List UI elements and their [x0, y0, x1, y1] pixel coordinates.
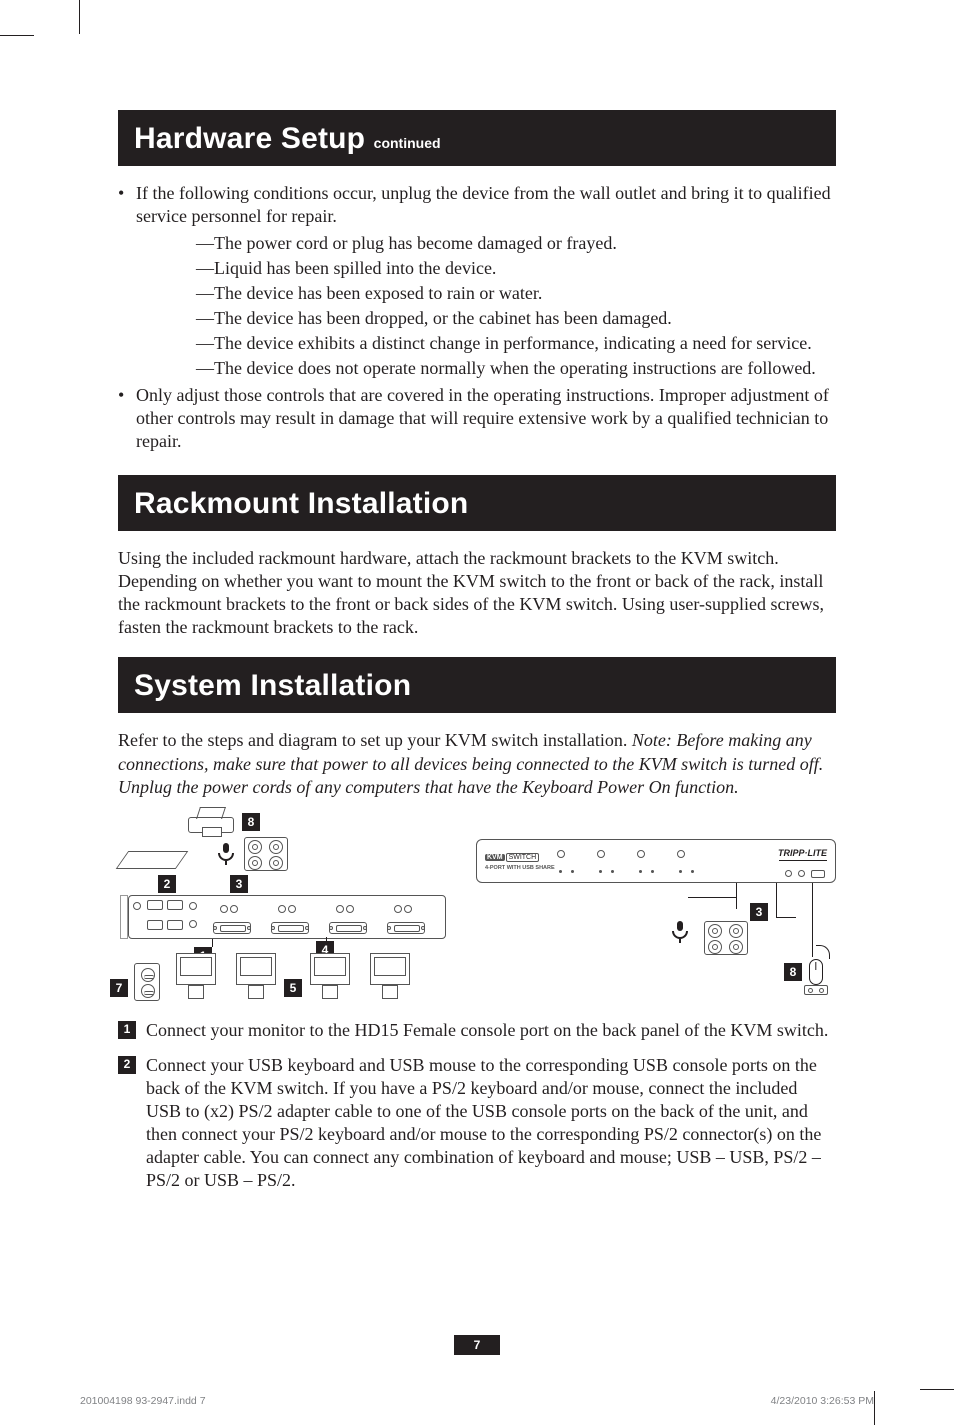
- dash-text: The device exhibits a distinct change in…: [214, 332, 836, 355]
- diagram-left: 8 2 3: [118, 807, 458, 1003]
- rackmount-body: Using the included rackmount hardware, a…: [118, 547, 836, 639]
- dash-list: —The power cord or plug has become damag…: [196, 232, 836, 380]
- bullet-item: • Only adjust those controls that are co…: [118, 384, 836, 453]
- callout-5: 5: [284, 979, 302, 997]
- bullet-marker: •: [118, 384, 136, 453]
- section-title: System Installation: [134, 669, 411, 702]
- bullet-item: • If the following conditions occur, unp…: [118, 182, 836, 228]
- monitor-icon: [310, 953, 350, 985]
- mouse-cord: [816, 945, 830, 959]
- callout-line: [776, 883, 777, 917]
- dash-item: —The device has been exposed to rain or …: [196, 282, 836, 305]
- microphone-icon: [672, 921, 688, 943]
- footer-right: 4/23/2010 3:26:53 PM: [771, 1395, 874, 1407]
- bullet-text: Only adjust those controls that are cove…: [136, 384, 836, 453]
- dash-text: The device does not operate normally whe…: [214, 357, 836, 380]
- power-adapter-icon: [134, 963, 160, 1001]
- step-2: 2 Connect your USB keyboard and USB mous…: [118, 1054, 836, 1192]
- section-header-rackmount: Rackmount Installation: [118, 475, 836, 531]
- page-content: Hardware Setup continued • If the follow…: [118, 110, 836, 1192]
- callout-3: 3: [230, 875, 248, 893]
- section-header-hardware: Hardware Setup continued: [118, 110, 836, 166]
- monitor-stand: [322, 985, 338, 999]
- monitor-icon: [176, 953, 216, 985]
- dash-text: The power cord or plug has become damage…: [214, 232, 836, 255]
- step-text: Connect your monitor to the HD15 Female …: [146, 1019, 836, 1042]
- hardware-body: • If the following conditions occur, unp…: [118, 182, 836, 453]
- kvm-label-outline: SWITCH: [506, 853, 540, 862]
- mouse-base: [804, 985, 828, 995]
- printer-icon: [188, 807, 234, 835]
- monitor-icon: [370, 953, 410, 985]
- led-icon: [557, 850, 565, 858]
- led-icon: [677, 850, 685, 858]
- section-title: Hardware Setup: [134, 122, 365, 155]
- monitor-stand: [248, 985, 264, 999]
- callout-line: [812, 883, 813, 957]
- led-icon: [637, 850, 645, 858]
- microphone-icon: [218, 843, 234, 865]
- step-1: 1 Connect your monitor to the HD15 Femal…: [118, 1019, 836, 1042]
- crop-mark: [0, 35, 34, 36]
- monitor-stand: [382, 985, 398, 999]
- system-intro-lead: Refer to the steps and diagram to set up…: [118, 730, 632, 750]
- front-port-icons: [785, 870, 825, 878]
- brand-underline: [779, 860, 827, 862]
- step-number: 1: [118, 1021, 136, 1039]
- monitor-stand: [188, 985, 204, 999]
- dash-item: —The device has been dropped, or the cab…: [196, 307, 836, 330]
- system-intro: Refer to the steps and diagram to set up…: [118, 729, 836, 798]
- section-header-system: System Installation: [118, 657, 836, 713]
- page-number: 7: [454, 1335, 500, 1355]
- dash-mark: —: [196, 332, 214, 355]
- dash-text: The device has been exposed to rain or w…: [214, 282, 836, 305]
- callout-line: [688, 897, 736, 898]
- kvm-label-box: KVM: [485, 854, 505, 861]
- brand-logo: TRIPP·LITE: [778, 848, 827, 858]
- monitor-icon: [236, 953, 276, 985]
- crop-mark: [79, 0, 80, 34]
- step-number: 2: [118, 1056, 136, 1074]
- callout-8: 8: [784, 963, 802, 981]
- callout-line: [736, 883, 737, 909]
- crop-mark: [920, 1389, 954, 1390]
- footer-left: 201004198 93-2947.indd 7: [80, 1395, 206, 1407]
- section-title: Rackmount Installation: [134, 487, 468, 520]
- dash-mark: —: [196, 257, 214, 280]
- bullet-marker: •: [118, 182, 136, 228]
- mouse-icon: [809, 959, 823, 985]
- bullet-text: If the following conditions occur, unplu…: [136, 182, 836, 228]
- keyboard-icon: [116, 851, 189, 869]
- dash-item: —The device exhibits a distinct change i…: [196, 332, 836, 355]
- callout-3: 3: [750, 903, 768, 921]
- callout-7: 7: [110, 979, 128, 997]
- dash-mark: —: [196, 357, 214, 380]
- side-label-strip: [120, 895, 128, 939]
- kvm-sublabel: 4-PORT WITH USB SHARE: [485, 865, 555, 871]
- dash-text: The device has been dropped, or the cabi…: [214, 307, 836, 330]
- step-text: Connect your USB keyboard and USB mouse …: [146, 1054, 836, 1192]
- diagram-zone: 8 2 3: [118, 807, 836, 1007]
- dash-mark: —: [196, 232, 214, 255]
- callout-2: 2: [158, 875, 176, 893]
- dash-item: —The device does not operate normally wh…: [196, 357, 836, 380]
- callout-line: [326, 937, 327, 943]
- audio-jack-icon: [704, 921, 748, 955]
- callout-line: [776, 917, 796, 918]
- dash-item: —The power cord or plug has become damag…: [196, 232, 836, 255]
- kvm-label: KVMSWITCH: [485, 854, 539, 861]
- diagram-right: KVMSWITCH 4-PORT WITH USB SHARE TRIPP·LI…: [476, 839, 836, 999]
- led-icon: [597, 850, 605, 858]
- dash-item: —Liquid has been spilled into the device…: [196, 257, 836, 280]
- dash-text: Liquid has been spilled into the device.: [214, 257, 836, 280]
- dash-mark: —: [196, 307, 214, 330]
- dash-mark: —: [196, 282, 214, 305]
- kvm-back-panel: [128, 895, 446, 939]
- kvm-front-panel: KVMSWITCH 4-PORT WITH USB SHARE TRIPP·LI…: [476, 839, 836, 883]
- audio-jack-icon: [244, 837, 288, 871]
- callout-line: [212, 939, 213, 947]
- crop-mark: [874, 1391, 875, 1425]
- section-continued: continued: [374, 135, 441, 151]
- callout-8: 8: [242, 813, 260, 831]
